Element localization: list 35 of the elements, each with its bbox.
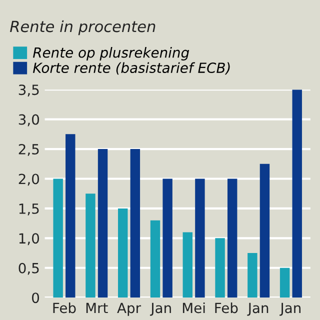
y-tick-label: 1,5 [19, 204, 39, 216]
x-tick-label: Mei [182, 302, 205, 314]
y-tick-label: 0,5 [18, 262, 39, 275]
x-tick-label: Jan [247, 302, 268, 316]
x-tick-label: Jan [150, 302, 171, 316]
bar [260, 164, 270, 298]
bar [86, 194, 96, 298]
bar [98, 149, 108, 298]
x-tick-label: Mrt [86, 302, 108, 314]
bar [118, 208, 128, 298]
chart-subtitle: Rente in procenten [10, 20, 156, 36]
y-tick-label: 0 [32, 292, 40, 304]
x-tick-label: Jan [280, 302, 300, 316]
y-tick-label: 3,0 [18, 114, 40, 126]
x-tick-label: Feb [215, 302, 238, 314]
legend-label: Rente op plusrekening [32, 47, 190, 60]
y-tick-label: 2,0 [18, 174, 40, 186]
bar [248, 253, 258, 298]
legend-label: Korte rente (basistarief ECB) [32, 62, 230, 75]
bar [53, 178, 63, 298]
bar [195, 178, 205, 298]
bar [130, 149, 140, 298]
bar [162, 178, 172, 298]
bar [182, 232, 192, 298]
bar [292, 90, 302, 298]
x-tick-label: Feb [53, 302, 76, 314]
y-tick-label: 3,5 [18, 84, 39, 96]
y-tick-label: 1,0 [19, 233, 40, 246]
bar [280, 268, 290, 298]
bar [66, 134, 76, 298]
bar [150, 220, 160, 298]
bar [215, 238, 225, 298]
y-tick-label: 2,5 [18, 144, 39, 156]
bar [227, 178, 238, 298]
x-tick-label: Apr [117, 302, 142, 316]
